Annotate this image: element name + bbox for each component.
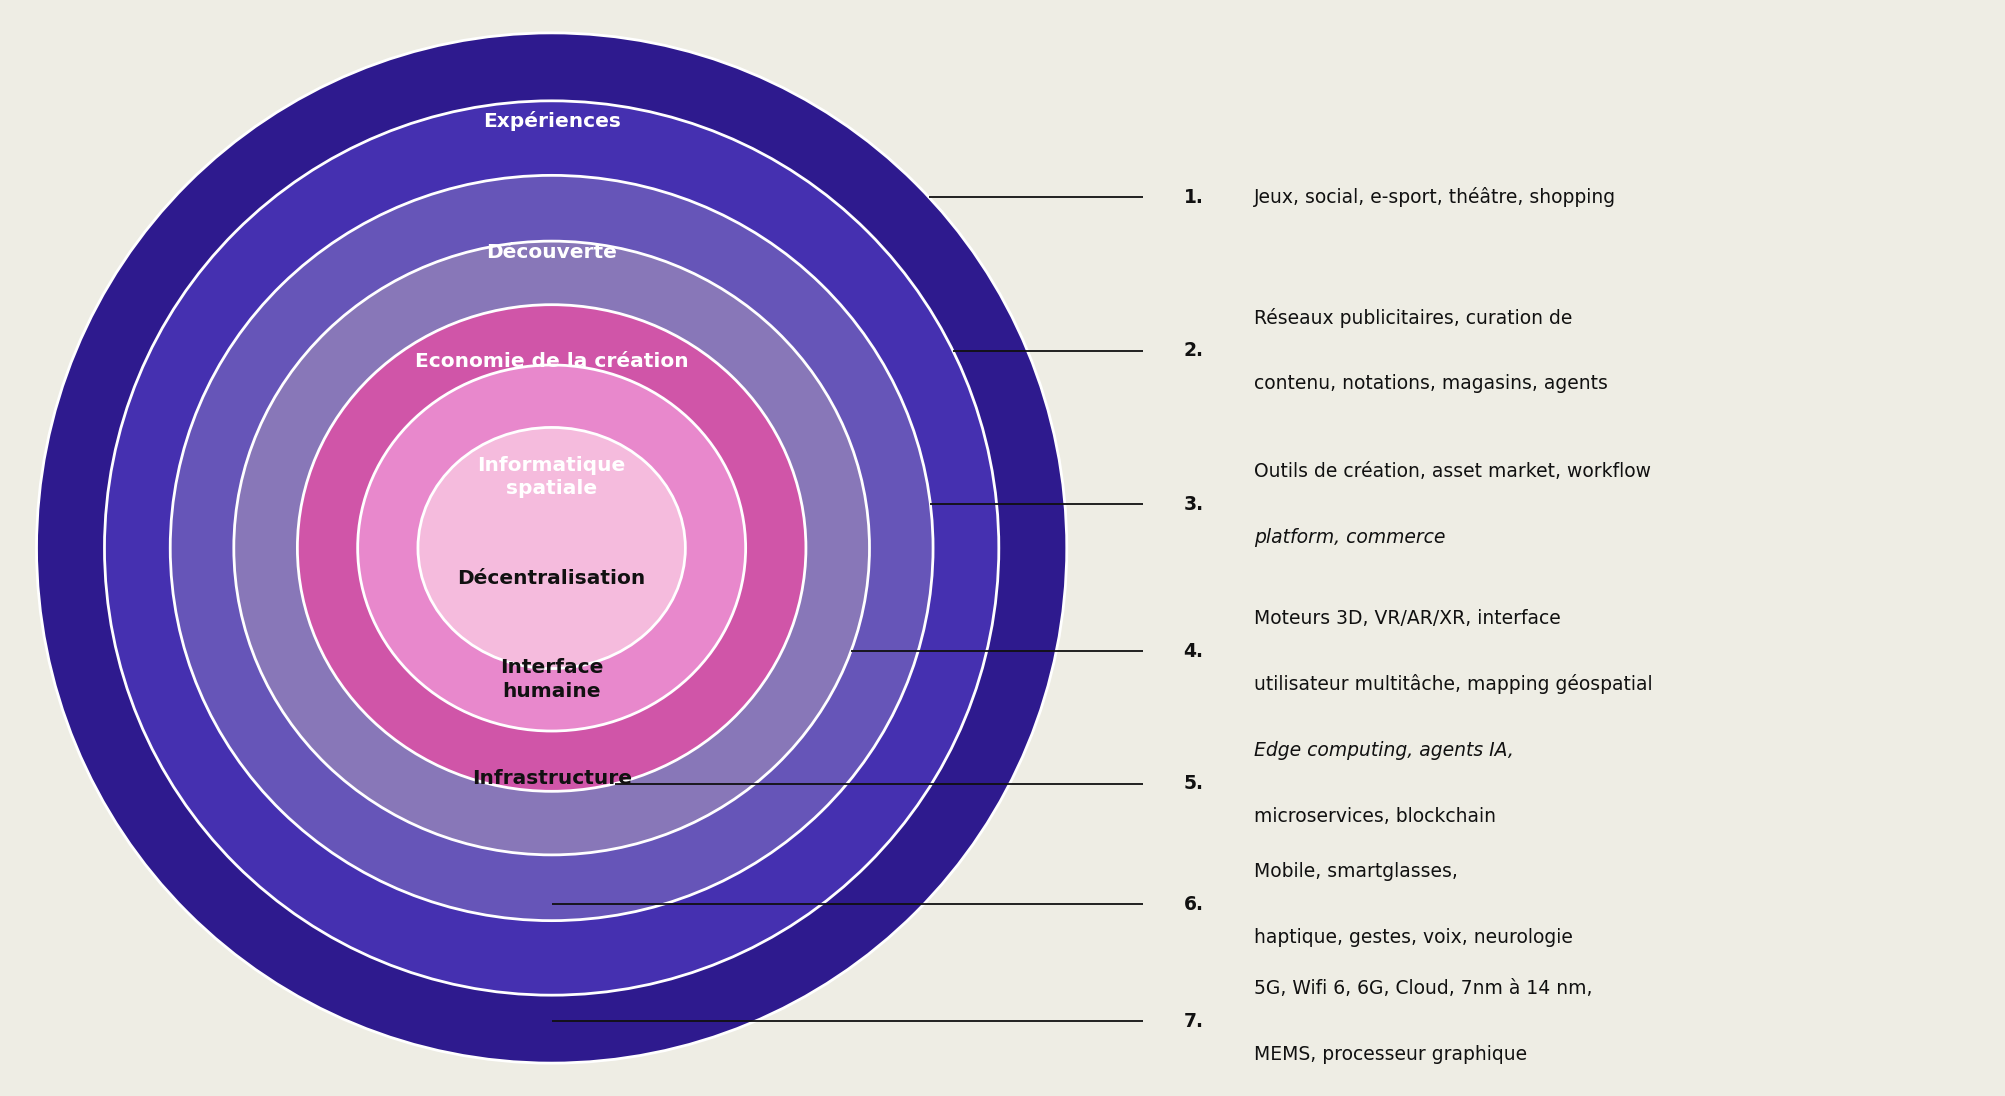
Text: Découverte: Découverte: [485, 242, 618, 262]
Text: 5.: 5.: [1183, 774, 1203, 794]
Text: 1.: 1.: [1183, 187, 1203, 207]
Text: 6.: 6.: [1183, 894, 1203, 914]
Text: Moteurs 3D, VR/AR/XR, interface: Moteurs 3D, VR/AR/XR, interface: [1253, 608, 1560, 628]
Text: Décentralisation: Décentralisation: [457, 569, 646, 589]
Text: platform, commerce: platform, commerce: [1253, 527, 1444, 547]
Ellipse shape: [170, 175, 932, 921]
Text: 2.: 2.: [1183, 341, 1203, 361]
Text: Expériences: Expériences: [483, 111, 620, 130]
Ellipse shape: [417, 427, 686, 669]
Text: utilisateur multitâche, mapping géospatial: utilisateur multitâche, mapping géospati…: [1253, 674, 1652, 694]
Text: 7.: 7.: [1183, 1012, 1203, 1031]
Text: 5G, Wifi 6, 6G, Cloud, 7nm à 14 nm,: 5G, Wifi 6, 6G, Cloud, 7nm à 14 nm,: [1253, 979, 1592, 998]
Text: Réseaux publicitaires, curation de: Réseaux publicitaires, curation de: [1253, 308, 1572, 328]
Text: Outils de création, asset market, workflow: Outils de création, asset market, workfl…: [1253, 461, 1650, 481]
Text: Economie de la création: Economie de la création: [415, 352, 688, 372]
Text: Interface
humaine: Interface humaine: [499, 659, 604, 700]
Text: Edge computing, agents IA,: Edge computing, agents IA,: [1253, 741, 1514, 761]
Ellipse shape: [36, 33, 1067, 1063]
Text: MEMS, processeur graphique: MEMS, processeur graphique: [1253, 1044, 1526, 1064]
Text: Jeux, social, e-sport, théâtre, shopping: Jeux, social, e-sport, théâtre, shopping: [1253, 187, 1616, 207]
Text: haptique, gestes, voix, neurologie: haptique, gestes, voix, neurologie: [1253, 927, 1572, 947]
Ellipse shape: [357, 365, 746, 731]
Ellipse shape: [297, 305, 806, 791]
Ellipse shape: [235, 241, 868, 855]
Text: Mobile, smartglasses,: Mobile, smartglasses,: [1253, 861, 1464, 881]
Ellipse shape: [104, 101, 998, 995]
Text: Infrastructure: Infrastructure: [471, 768, 632, 788]
Text: 3.: 3.: [1183, 494, 1203, 514]
Text: contenu, notations, magasins, agents: contenu, notations, magasins, agents: [1253, 374, 1606, 393]
Text: Informatique
spatiale: Informatique spatiale: [477, 456, 626, 498]
Text: microservices, blockchain: microservices, blockchain: [1253, 807, 1496, 826]
Text: 4.: 4.: [1183, 641, 1203, 661]
